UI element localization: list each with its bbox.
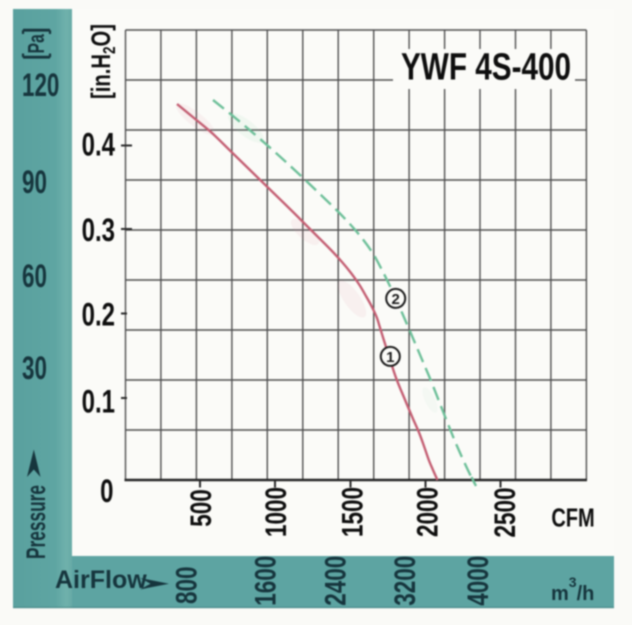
svg-text:[in.H2O]: [in.H2O] xyxy=(86,24,119,99)
svg-text:1600: 1600 xyxy=(248,556,282,606)
svg-text:30: 30 xyxy=(22,350,47,386)
svg-text:120: 120 xyxy=(22,67,59,103)
svg-text:0.4: 0.4 xyxy=(82,126,116,162)
svg-text:90: 90 xyxy=(22,164,47,200)
svg-text:500: 500 xyxy=(184,489,218,527)
svg-text:YWF 4S-400: YWF 4S-400 xyxy=(401,46,571,88)
svg-text:1000: 1000 xyxy=(259,487,293,537)
svg-text:4000: 4000 xyxy=(461,556,495,606)
svg-text:2400: 2400 xyxy=(318,556,352,606)
svg-text:2000: 2000 xyxy=(410,487,444,537)
svg-text:2: 2 xyxy=(392,291,400,308)
svg-text:1500: 1500 xyxy=(335,487,369,537)
svg-text:800: 800 xyxy=(169,567,203,605)
svg-text:Pa: Pa xyxy=(24,33,50,53)
svg-text:2500: 2500 xyxy=(488,487,522,537)
svg-text:AirFlow: AirFlow xyxy=(55,566,147,594)
svg-text:0.2: 0.2 xyxy=(82,296,115,332)
svg-text:60: 60 xyxy=(22,258,47,294)
svg-text:0.1: 0.1 xyxy=(82,383,115,419)
svg-text:3200: 3200 xyxy=(388,556,422,606)
svg-text:1: 1 xyxy=(386,349,394,366)
svg-text:Pressure: Pressure xyxy=(20,485,51,559)
svg-text:CFM: CFM xyxy=(551,503,594,532)
svg-text:0: 0 xyxy=(100,473,113,509)
svg-text:0.3: 0.3 xyxy=(82,212,115,248)
